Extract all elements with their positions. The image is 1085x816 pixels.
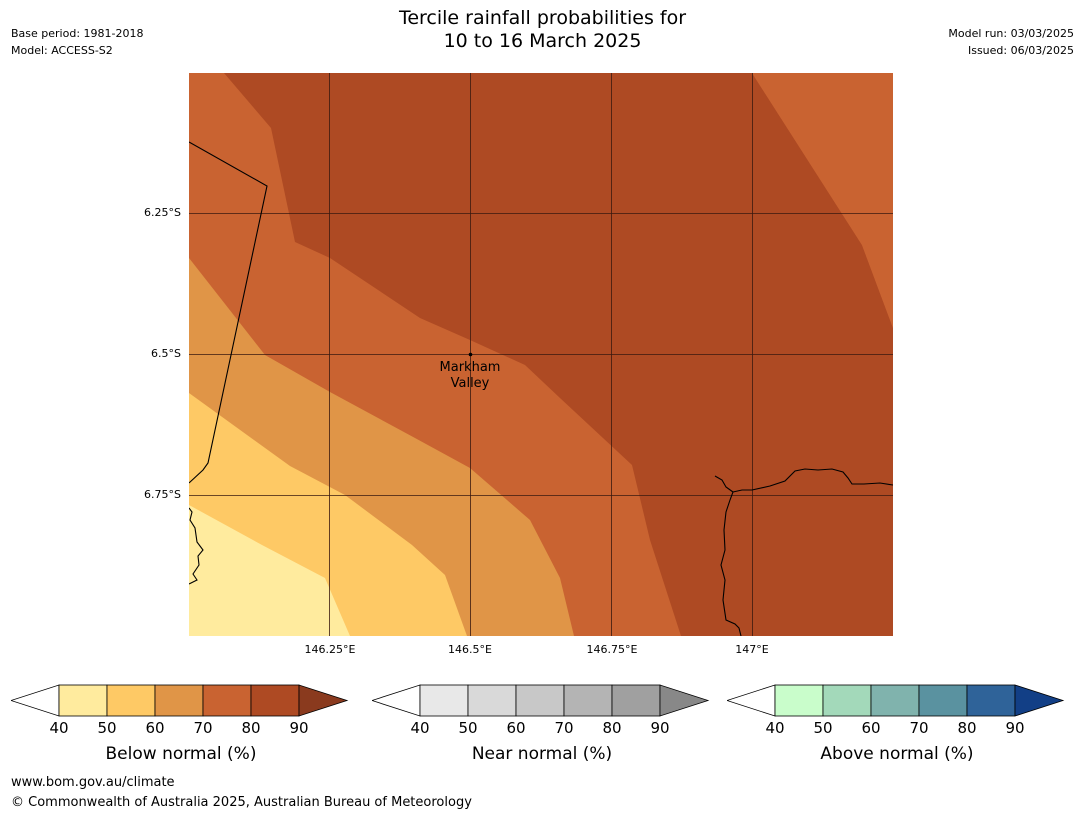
place-name-line-1: Markham bbox=[440, 360, 501, 375]
lon-label-147: 147°E bbox=[735, 643, 769, 656]
colorbar-tick-label: 50 bbox=[97, 719, 117, 737]
colorbar-segment bbox=[106, 684, 156, 717]
coastline-east bbox=[714, 475, 742, 636]
markham-valley-dot bbox=[468, 352, 473, 357]
colorbar-tick-label: 80 bbox=[602, 719, 622, 737]
colorbar-below-normal-bar bbox=[9, 684, 349, 717]
coastline-huon bbox=[732, 468, 893, 493]
colorbar-tick-label: 60 bbox=[861, 719, 881, 737]
colorbar-tick-label: 80 bbox=[957, 719, 977, 737]
base-period-label: Base period: 1981-2018 bbox=[11, 27, 144, 40]
colorbar-segment bbox=[822, 684, 872, 717]
colorbar-tick-label: 90 bbox=[289, 719, 309, 737]
lon-label-146-25: 146.25°E bbox=[304, 643, 356, 656]
colorbar-below-normal: 40 50 60 70 80 90 Below normal (%) bbox=[9, 684, 351, 774]
colorbar-segment bbox=[966, 684, 1016, 717]
title-line-1: Tercile rainfall probabilities for bbox=[398, 7, 687, 29]
colorbar-segment bbox=[467, 684, 517, 717]
model-label: Model: ACCESS-S2 bbox=[11, 44, 113, 57]
place-name-line-2: Valley bbox=[451, 376, 490, 391]
colorbar-extend-high bbox=[659, 684, 710, 717]
fill-40-region bbox=[189, 505, 350, 636]
colorbar-tick-label: 50 bbox=[813, 719, 833, 737]
colorbar-segment bbox=[154, 684, 204, 717]
colorbar-near-normal-title: Near normal (%) bbox=[471, 744, 613, 764]
colorbar-tick-label: 60 bbox=[145, 719, 165, 737]
colorbar-tick-label: 40 bbox=[765, 719, 785, 737]
colorbar-segment bbox=[563, 684, 613, 717]
colorbar-tick-label: 50 bbox=[458, 719, 478, 737]
colorbar-above-normal-bar bbox=[725, 684, 1065, 717]
colorbar-segment bbox=[515, 684, 565, 717]
lon-label-146-5: 146.5°E bbox=[448, 643, 492, 656]
colorbar-tick-label: 90 bbox=[650, 719, 670, 737]
colorbar-extend-high bbox=[1014, 684, 1065, 717]
coastline-west bbox=[189, 507, 204, 585]
colorbar-extend-high bbox=[298, 684, 349, 717]
colorbar-tick-label: 70 bbox=[554, 719, 574, 737]
province-boundary bbox=[189, 141, 268, 484]
lat-label-6-5: 6.5°S bbox=[151, 347, 181, 360]
colorbar-tick-label: 60 bbox=[506, 719, 526, 737]
colorbar-segment bbox=[250, 684, 300, 717]
colorbar-segment bbox=[774, 684, 824, 717]
colorbar-segment bbox=[419, 684, 469, 717]
place-marker: Markham Valley bbox=[440, 352, 501, 391]
colorbar-tick-label: 90 bbox=[1005, 719, 1025, 737]
model-run-label: Model run: 03/03/2025 bbox=[948, 27, 1074, 40]
colorbar-tick-label: 70 bbox=[193, 719, 213, 737]
title-line-2: 10 to 16 March 2025 bbox=[443, 30, 642, 52]
colorbar-segment bbox=[870, 684, 920, 717]
issued-label: Issued: 06/03/2025 bbox=[967, 44, 1074, 57]
colorbar-segment bbox=[611, 684, 661, 717]
footer-copyright: © Commonwealth of Australia 2025, Austra… bbox=[11, 795, 472, 810]
colorbar-below-normal-title: Below normal (%) bbox=[105, 744, 257, 764]
colorbar-above-normal: 40 50 60 70 80 90 Above normal (%) bbox=[725, 684, 1067, 774]
colorbar-tick-label: 40 bbox=[49, 719, 69, 737]
colorbar-segment bbox=[202, 684, 252, 717]
colorbar-tick-label: 70 bbox=[909, 719, 929, 737]
lat-label-6-25: 6.25°S bbox=[144, 206, 181, 219]
colorbar-segment bbox=[918, 684, 968, 717]
colorbar-extend-low bbox=[725, 684, 776, 717]
colorbar-near-normal: 40 50 60 70 80 90 Near normal (%) bbox=[370, 684, 712, 774]
colorbar-near-normal-bar bbox=[370, 684, 710, 717]
colorbar-above-normal-title: Above normal (%) bbox=[820, 744, 974, 764]
boundaries bbox=[189, 141, 893, 636]
colorbar-tick-label: 40 bbox=[410, 719, 430, 737]
footer-url: www.bom.gov.au/climate bbox=[11, 775, 175, 790]
lat-label-6-75: 6.75°S bbox=[144, 488, 181, 501]
lon-label-146-75: 146.75°E bbox=[586, 643, 638, 656]
colorbar-tick-label: 80 bbox=[241, 719, 261, 737]
probability-map: Markham Valley bbox=[189, 73, 893, 636]
chart-title: Tercile rainfall probabilities for 10 to… bbox=[0, 7, 1085, 53]
colorbar-extend-low bbox=[9, 684, 60, 717]
fill-70-right-region bbox=[752, 73, 893, 328]
colorbar-segment bbox=[58, 684, 108, 717]
colorbar-extend-low bbox=[370, 684, 421, 717]
